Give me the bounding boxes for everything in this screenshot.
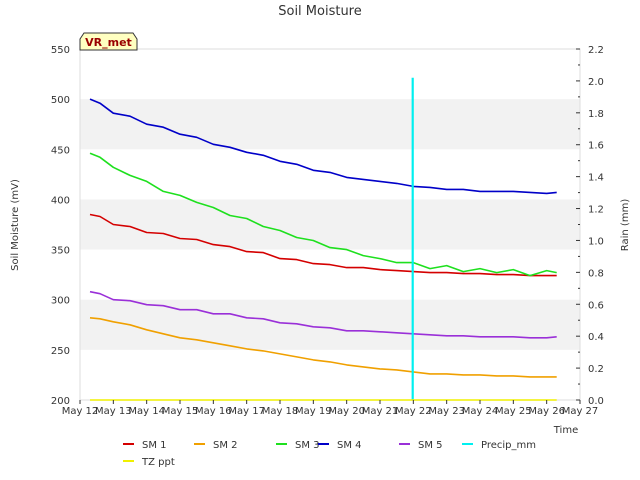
legend-label-sm-3: SM 3	[295, 440, 320, 451]
legend-label-tz-ppt: TZ ppt	[141, 457, 175, 468]
x-tick-label: May 16	[195, 406, 232, 417]
legend-label-precip-mm: Precip_mm	[481, 440, 536, 451]
grid-band	[80, 99, 580, 150]
x-tick-label: May 12	[62, 406, 99, 417]
y2-axis-label: Rain (mm)	[620, 199, 631, 252]
x-tick-label: May 19	[295, 406, 332, 417]
y2-tick-label: 1.2	[588, 205, 604, 216]
y2-tick-label: 0.6	[588, 300, 604, 311]
y2-tick-label: 2.0	[588, 77, 604, 88]
x-tick-label: May 15	[162, 406, 199, 417]
y-tick-label: 550	[51, 45, 70, 56]
y2-tick-label: 1.6	[588, 141, 604, 152]
x-tick-label: May 25	[495, 406, 532, 417]
y2-tick-label: 1.0	[588, 236, 604, 247]
legend-label-sm-2: SM 2	[213, 440, 238, 451]
y-axis-label: Soil Moisture (mV)	[10, 179, 21, 271]
x-tick-label: May 27	[562, 406, 599, 417]
series-line-sm-3	[89, 152, 557, 277]
y-tick-label: 200	[51, 396, 70, 407]
x-tick-label: May 17	[228, 406, 265, 417]
x-tick-label: May 13	[95, 406, 132, 417]
x-tick-label: May 20	[328, 406, 365, 417]
x-tick-label: May 14	[128, 406, 165, 417]
y2-tick-label: 0.2	[588, 364, 604, 375]
series-line-sm-5	[89, 290, 557, 339]
x-tick-label: May 26	[528, 406, 565, 417]
left-axis: 200 250 300 350 400 450 500 550	[51, 45, 70, 407]
y2-tick-label: 1.8	[588, 109, 604, 120]
x-axis-label: Time	[553, 425, 578, 436]
chart-title: Soil Moisture	[278, 4, 362, 19]
station-badge: VR_met	[79, 32, 138, 51]
x-tick-label: May 18	[262, 406, 299, 417]
y2-tick-label: 0.4	[588, 332, 604, 343]
series-line-sm-1	[89, 213, 557, 277]
legend-label-sm-4: SM 4	[337, 440, 362, 451]
right-axis: 0.0 0.2 0.4 0.6 0.8 1.0 1.2 1.4 1.6 1.8 2.0 2.2	[576, 45, 604, 407]
badge-label: VR_met	[85, 36, 132, 49]
y-tick-label: 300	[51, 296, 70, 307]
grid-band	[80, 199, 580, 250]
y-tick-label: 450	[51, 145, 70, 156]
x-tick-label: May 22	[395, 406, 432, 417]
x-tick-label: May 23	[428, 406, 465, 417]
grid-band	[80, 299, 580, 350]
y-tick-label: 500	[51, 95, 70, 106]
y-tick-label: 350	[51, 246, 70, 257]
series-line-sm-4	[89, 98, 557, 195]
legend-label-sm-1: SM 1	[142, 440, 167, 451]
legend-label-sm-5: SM 5	[418, 440, 443, 451]
y-tick-label: 400	[51, 195, 70, 206]
legend: SM 1 SM 2 SM 3 SM 4 SM 5 Precip_mm TZ ppt	[123, 440, 536, 468]
x-tick-label: May 24	[462, 406, 499, 417]
y2-tick-label: 1.4	[588, 173, 604, 184]
y-tick-label: 250	[51, 346, 70, 357]
series-layer	[89, 77, 557, 401]
series-line-sm-2	[89, 317, 557, 378]
x-tick-label: May 21	[362, 406, 399, 417]
y2-tick-label: 2.2	[588, 45, 604, 56]
y2-tick-label: 0.0	[588, 396, 604, 407]
y2-tick-label: 0.8	[588, 268, 604, 279]
background-bands	[80, 99, 580, 350]
badge-shape	[79, 32, 138, 51]
